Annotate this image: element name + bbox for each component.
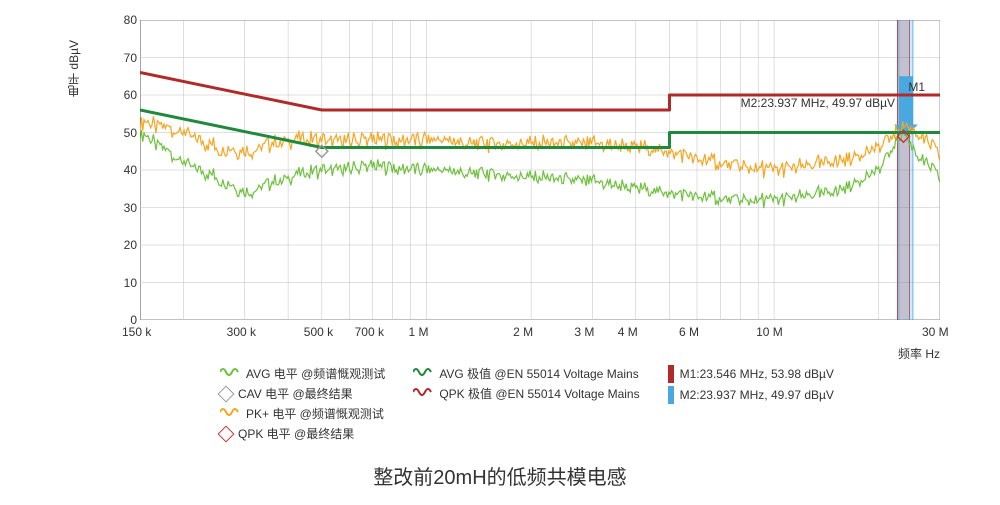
legend-item: PK+ 电平 @频谱慨观测试 [220,405,385,422]
y-tick: 30 [112,201,137,215]
legend-item: AVG 极值 @EN 55014 Voltage Mains [413,365,639,382]
m1-label: M1 [908,80,925,94]
legend-label: AVG 极值 @EN 55014 Voltage Mains [439,365,638,382]
x-axis-label: 频率 Hz [898,345,940,362]
legend-item: QPK 极值 @EN 55014 Voltage Mains [413,385,639,402]
legend-col-2: AVG 极值 @EN 55014 Voltage Mains QPK 极值 @EN… [413,365,639,442]
x-tick: 30 M [922,325,949,339]
emc-chart: 电平 dBµV M1 M2:23.937 MHz, 49.97 dBµV 频率 … [40,10,960,410]
y-tick: 70 [112,51,137,65]
x-tick: 10 M [756,325,783,339]
legend-label: M1:23.546 MHz, 53.98 dBµV [680,367,834,381]
legend-item: CAV 电平 @最终结果 [220,385,385,402]
y-tick: 10 [112,276,137,290]
legend-label: QPK 电平 @最终结果 [238,425,354,442]
legend-swatch [218,385,235,402]
m2-label: M2:23.937 MHz, 49.97 dBµV [741,96,895,110]
legend-col-3: M1:23.546 MHz, 53.98 dBµV M2:23.937 MHz, … [668,365,834,442]
figure-caption: 整改前20mH的低频共模电感 [0,461,1000,490]
x-tick: 1 M [408,325,428,339]
plot-area: M1 M2:23.937 MHz, 49.97 dBµV [140,20,940,320]
y-tick: 80 [112,13,137,27]
legend-item: M2:23.937 MHz, 49.97 dBµV [668,386,834,404]
y-tick: 60 [112,88,137,102]
legend-swatch [413,366,433,381]
legend: AVG 电平 @频谱慨观测试 CAV 电平 @最终结果 PK+ 电平 @频谱慨观测试… [220,365,834,442]
legend-label: QPK 极值 @EN 55014 Voltage Mains [439,385,639,402]
y-tick: 20 [112,238,137,252]
x-tick: 700 k [355,325,384,339]
y-tick: 50 [112,126,137,140]
x-tick: 4 M [618,325,638,339]
x-tick: 500 k [304,325,333,339]
legend-swatch [220,406,240,421]
legend-label: M2:23.937 MHz, 49.97 dBµV [680,388,834,402]
legend-label: CAV 电平 @最终结果 [238,385,353,402]
y-tick: 40 [112,163,137,177]
x-tick: 3 M [574,325,594,339]
legend-label: PK+ 电平 @频谱慨观测试 [246,405,384,422]
plot-svg [140,20,940,320]
legend-col-1: AVG 电平 @频谱慨观测试 CAV 电平 @最终结果 PK+ 电平 @频谱慨观测试… [220,365,385,442]
x-tick: 300 k [227,325,256,339]
y-axis-label: 电平 dBµV [65,40,82,97]
legend-item: QPK 电平 @最终结果 [220,425,385,442]
legend-swatch [413,386,433,401]
legend-label: AVG 电平 @频谱慨观测试 [246,365,385,382]
legend-swatch [218,425,235,442]
legend-swatch [668,365,674,383]
legend-swatch [668,386,674,404]
legend-swatch [220,366,240,381]
x-tick: 6 M [679,325,699,339]
x-tick: 2 M [513,325,533,339]
legend-item: M1:23.546 MHz, 53.98 dBµV [668,365,834,383]
legend-item: AVG 电平 @频谱慨观测试 [220,365,385,382]
x-tick: 150 k [122,325,151,339]
